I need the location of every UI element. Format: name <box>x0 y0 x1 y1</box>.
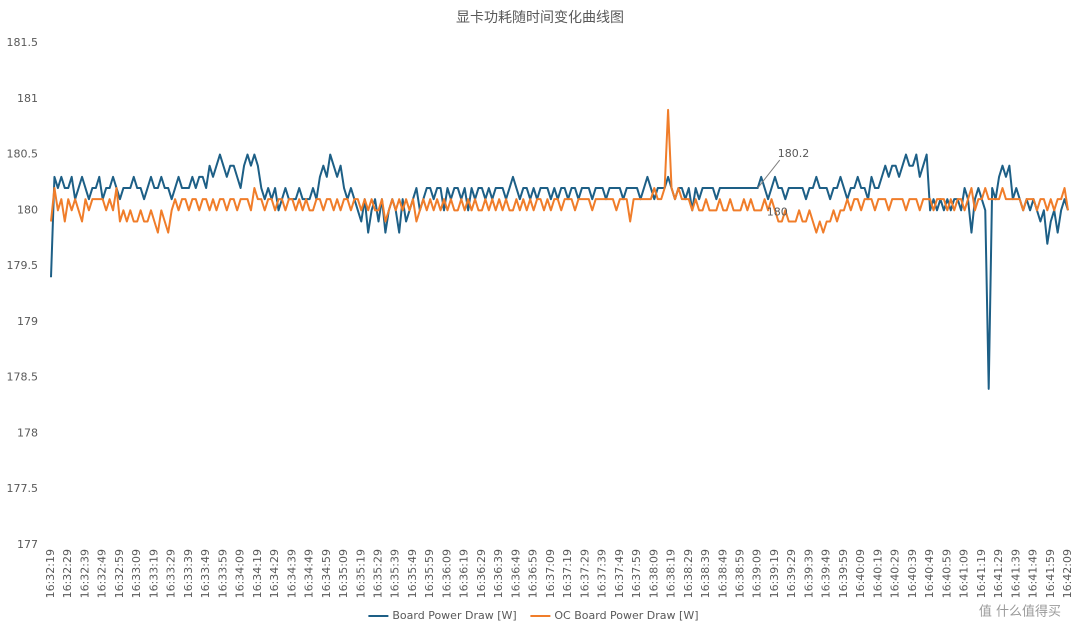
x-tick-label: 16:41:59 <box>1044 549 1057 598</box>
x-tick-label: 16:37:49 <box>613 549 626 598</box>
x-tick-label: 16:41:09 <box>958 549 971 598</box>
y-tick-label: 178 <box>17 426 38 439</box>
x-tick-label: 16:38:19 <box>665 549 678 598</box>
x-tick-label: 16:36:09 <box>440 549 453 598</box>
x-tick-label: 16:33:19 <box>147 549 160 598</box>
x-tick-label: 16:33:59 <box>216 549 229 598</box>
x-tick-label: 16:39:59 <box>837 549 850 598</box>
x-tick-label: 16:38:59 <box>733 549 746 598</box>
x-tick-label: 16:37:19 <box>561 549 574 598</box>
x-tick-label: 16:35:39 <box>389 549 402 598</box>
x-tick-label: 16:38:39 <box>699 549 712 598</box>
x-tick-label: 16:38:29 <box>682 549 695 598</box>
x-tick-label: 16:41:29 <box>992 549 1005 598</box>
line-series <box>50 108 1069 234</box>
x-tick-label: 16:35:09 <box>337 549 350 598</box>
x-tick-label: 16:36:29 <box>475 549 488 598</box>
x-tick-label: 16:32:29 <box>61 549 74 598</box>
x-tick-label: 16:36:19 <box>458 549 471 598</box>
x-tick-label: 16:32:49 <box>96 549 109 598</box>
x-tick-label: 16:35:29 <box>372 549 385 598</box>
x-tick-label: 16:39:29 <box>785 549 798 598</box>
chart-title: 显卡功耗随时间变化曲线图 <box>456 10 624 26</box>
x-tick-label: 16:34:59 <box>320 549 333 598</box>
x-tick-label: 16:33:09 <box>130 549 143 598</box>
x-tick-label: 16:42:09 <box>1061 549 1074 598</box>
x-tick-label: 16:37:59 <box>630 549 643 598</box>
x-tick-label: 16:40:09 <box>854 549 867 598</box>
x-tick-label: 16:34:49 <box>303 549 316 598</box>
y-tick-label: 177 <box>17 538 38 551</box>
x-tick-label: 16:39:19 <box>768 549 781 598</box>
x-tick-label: 16:36:39 <box>492 549 505 598</box>
x-tick-label: 16:34:29 <box>268 549 281 598</box>
x-tick-label: 16:32:39 <box>78 549 91 598</box>
legend-label: OC Board Power Draw [W] <box>554 609 698 622</box>
x-tick-label: 16:39:09 <box>751 549 764 598</box>
x-tick-label: 16:36:59 <box>527 549 540 598</box>
x-tick-label: 16:37:09 <box>544 549 557 598</box>
x-tick-label: 16:34:19 <box>251 549 264 598</box>
legend-label: Board Power Draw [W] <box>392 609 516 622</box>
y-tick-label: 181.5 <box>7 36 39 49</box>
x-tick-label: 16:33:29 <box>165 549 178 598</box>
data-label: 180.2 <box>778 147 810 160</box>
x-tick-label: 16:40:49 <box>923 549 936 598</box>
line-series <box>50 153 1069 390</box>
x-tick-label: 16:40:59 <box>940 549 953 598</box>
x-tick-label: 16:36:49 <box>509 549 522 598</box>
x-tick-label: 16:35:19 <box>354 549 367 598</box>
y-tick-label: 180.5 <box>7 148 39 161</box>
leader-line <box>757 159 781 189</box>
x-tick-label: 16:40:29 <box>889 549 902 598</box>
x-tick-label: 16:41:39 <box>1009 549 1022 598</box>
x-tick-label: 16:37:29 <box>578 549 591 598</box>
x-tick-label: 16:40:39 <box>906 549 919 598</box>
x-tick-label: 16:35:59 <box>423 549 436 598</box>
x-tick-label: 16:33:39 <box>182 549 195 598</box>
x-tick-label: 16:37:39 <box>596 549 609 598</box>
x-tick-label: 16:32:19 <box>44 549 57 598</box>
x-tick-label: 16:34:09 <box>234 549 247 598</box>
watermark: 值 什么值得买 <box>979 604 1061 620</box>
y-tick-label: 177.5 <box>7 482 39 495</box>
x-tick-label: 16:35:49 <box>406 549 419 598</box>
x-tick-label: 16:34:39 <box>285 549 298 598</box>
x-tick-label: 16:33:49 <box>199 549 212 598</box>
x-tick-label: 16:39:49 <box>820 549 833 598</box>
x-tick-label: 16:38:49 <box>716 549 729 598</box>
y-tick-label: 181 <box>17 92 38 105</box>
data-label: 180 <box>767 205 788 218</box>
x-tick-label: 16:40:19 <box>871 549 884 598</box>
y-tick-label: 180 <box>17 203 38 216</box>
y-tick-label: 179 <box>17 315 38 328</box>
x-tick-label: 16:41:49 <box>1027 549 1040 598</box>
x-tick-label: 16:38:09 <box>647 549 660 598</box>
x-tick-label: 16:32:59 <box>113 549 126 598</box>
x-tick-label: 16:41:19 <box>975 549 988 598</box>
x-tick-label: 16:39:39 <box>802 549 815 598</box>
y-tick-label: 179.5 <box>7 259 39 272</box>
y-tick-label: 178.5 <box>7 371 39 384</box>
